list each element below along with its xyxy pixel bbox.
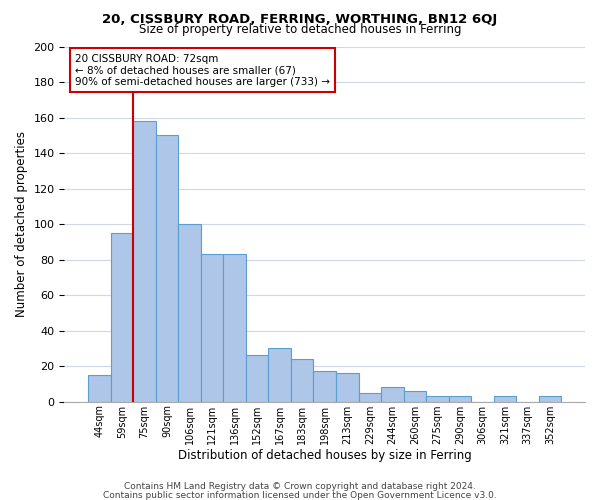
Text: Contains public sector information licensed under the Open Government Licence v3: Contains public sector information licen… — [103, 490, 497, 500]
Text: Contains HM Land Registry data © Crown copyright and database right 2024.: Contains HM Land Registry data © Crown c… — [124, 482, 476, 491]
Bar — [426, 396, 449, 402]
Bar — [449, 396, 471, 402]
Text: 20, CISSBURY ROAD, FERRING, WORTHING, BN12 6QJ: 20, CISSBURY ROAD, FERRING, WORTHING, BN… — [103, 12, 497, 26]
Bar — [246, 356, 268, 402]
Text: Size of property relative to detached houses in Ferring: Size of property relative to detached ho… — [139, 22, 461, 36]
Bar — [404, 391, 426, 402]
Bar — [110, 233, 133, 402]
Bar — [313, 372, 336, 402]
Bar — [381, 388, 404, 402]
Y-axis label: Number of detached properties: Number of detached properties — [15, 131, 28, 317]
Bar — [494, 396, 516, 402]
Bar — [178, 224, 201, 402]
Bar — [155, 136, 178, 402]
Bar — [359, 393, 381, 402]
Bar — [291, 359, 313, 402]
Bar — [88, 375, 110, 402]
Bar — [268, 348, 291, 402]
Text: 20 CISSBURY ROAD: 72sqm
← 8% of detached houses are smaller (67)
90% of semi-det: 20 CISSBURY ROAD: 72sqm ← 8% of detached… — [75, 54, 330, 87]
Bar — [223, 254, 246, 402]
X-axis label: Distribution of detached houses by size in Ferring: Distribution of detached houses by size … — [178, 450, 472, 462]
Bar — [336, 374, 359, 402]
Bar — [539, 396, 562, 402]
Bar — [201, 254, 223, 402]
Bar — [133, 121, 155, 402]
